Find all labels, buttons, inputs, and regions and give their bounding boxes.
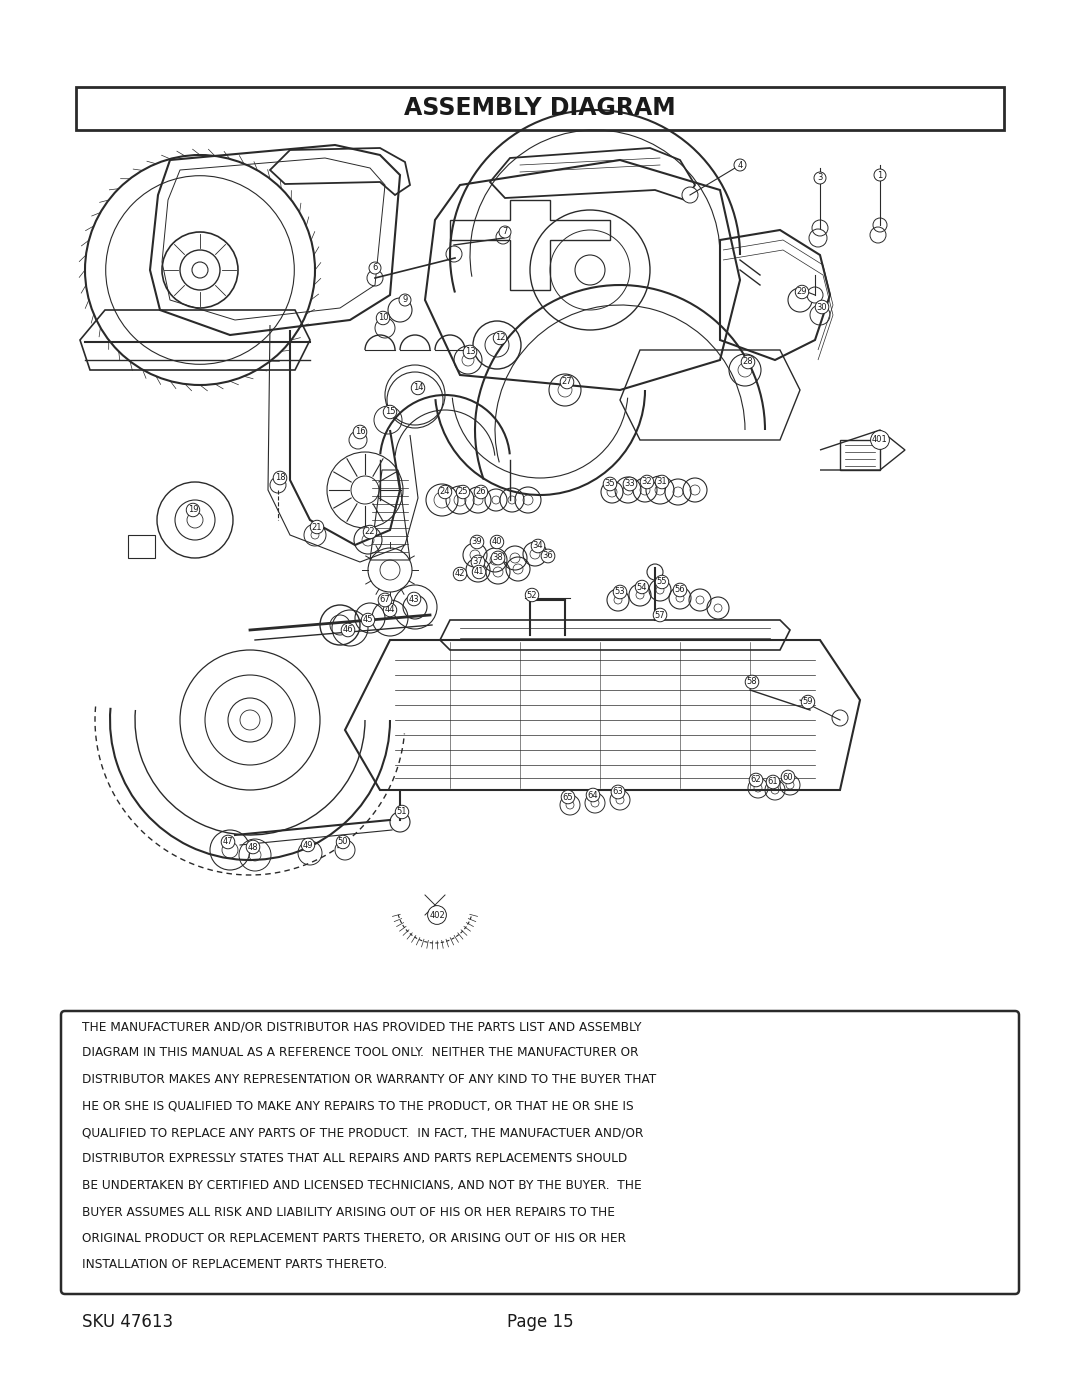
Text: 22: 22 <box>365 528 375 536</box>
Text: 64: 64 <box>588 791 598 799</box>
Text: 50: 50 <box>338 837 348 847</box>
Text: 62: 62 <box>751 775 761 785</box>
Text: BUYER ASSUMES ALL RISK AND LIABILITY ARISING OUT OF HIS OR HER REPAIRS TO THE: BUYER ASSUMES ALL RISK AND LIABILITY ARI… <box>82 1206 615 1218</box>
Circle shape <box>192 263 208 278</box>
Text: 33: 33 <box>624 479 635 489</box>
Text: 60: 60 <box>783 773 794 781</box>
Text: 1: 1 <box>877 170 882 179</box>
FancyBboxPatch shape <box>76 87 1004 130</box>
Text: 27: 27 <box>562 377 572 387</box>
Text: 45: 45 <box>363 616 374 624</box>
Text: 61: 61 <box>768 778 779 787</box>
Text: 10: 10 <box>378 313 388 323</box>
Text: 44: 44 <box>384 605 395 615</box>
Text: 54: 54 <box>637 583 647 591</box>
Text: 48: 48 <box>247 842 258 852</box>
Text: 36: 36 <box>542 552 553 560</box>
Text: 4: 4 <box>738 161 743 169</box>
FancyBboxPatch shape <box>60 1011 1020 1294</box>
Circle shape <box>349 432 367 448</box>
Circle shape <box>681 187 698 203</box>
Text: 57: 57 <box>654 610 665 619</box>
Text: 31: 31 <box>657 478 667 486</box>
Text: 15: 15 <box>384 408 395 416</box>
Text: 40: 40 <box>491 538 502 546</box>
Text: 47: 47 <box>222 837 233 847</box>
Text: 18: 18 <box>274 474 285 482</box>
Text: SKU 47613: SKU 47613 <box>82 1313 173 1331</box>
Text: 41: 41 <box>474 567 484 577</box>
Text: 35: 35 <box>605 479 616 489</box>
Text: 37: 37 <box>473 557 484 567</box>
Text: 28: 28 <box>743 358 754 366</box>
Text: 14: 14 <box>413 384 423 393</box>
Circle shape <box>812 219 828 236</box>
Text: 38: 38 <box>492 553 503 563</box>
Text: DISTRIBUTOR MAKES ANY REPRESENTATION OR WARRANTY OF ANY KIND TO THE BUYER THAT: DISTRIBUTOR MAKES ANY REPRESENTATION OR … <box>82 1073 657 1085</box>
Text: Page 15: Page 15 <box>507 1313 573 1331</box>
Text: 49: 49 <box>302 841 313 849</box>
Text: DIAGRAM IN THIS MANUAL AS A REFERENCE TOOL ONLY.  NEITHER THE MANUFACTURER OR: DIAGRAM IN THIS MANUAL AS A REFERENCE TO… <box>82 1046 638 1059</box>
Text: 58: 58 <box>746 678 757 686</box>
Text: 13: 13 <box>464 348 475 356</box>
Text: 39: 39 <box>472 538 483 546</box>
Text: 402: 402 <box>429 911 445 919</box>
Text: 26: 26 <box>475 488 486 496</box>
Text: 43: 43 <box>408 595 419 604</box>
Text: HE OR SHE IS QUALIFIED TO MAKE ANY REPAIRS TO THE PRODUCT, OR THAT HE OR SHE IS: HE OR SHE IS QUALIFIED TO MAKE ANY REPAI… <box>82 1099 634 1112</box>
Text: 21: 21 <box>312 522 322 531</box>
Text: 401: 401 <box>873 436 888 444</box>
Text: QUALIFIED TO REPLACE ANY PARTS OF THE PRODUCT.  IN FACT, THE MANUFACTUER AND/OR: QUALIFIED TO REPLACE ANY PARTS OF THE PR… <box>82 1126 644 1139</box>
Text: INSTALLATION OF REPLACEMENT PARTS THERETO.: INSTALLATION OF REPLACEMENT PARTS THERET… <box>82 1259 387 1271</box>
Text: THE MANUFACTURER AND/OR DISTRIBUTOR HAS PROVIDED THE PARTS LIST AND ASSEMBLY: THE MANUFACTURER AND/OR DISTRIBUTOR HAS … <box>82 1020 642 1032</box>
Text: ORIGINAL PRODUCT OR REPLACEMENT PARTS THERETO, OR ARISING OUT OF HIS OR HER: ORIGINAL PRODUCT OR REPLACEMENT PARTS TH… <box>82 1232 626 1245</box>
Text: 53: 53 <box>615 588 625 597</box>
Text: 7: 7 <box>502 228 508 236</box>
Text: 51: 51 <box>396 807 407 816</box>
Text: 55: 55 <box>657 577 667 587</box>
Text: BE UNDERTAKEN BY CERTIFIED AND LICENSED TECHNICIANS, AND NOT BY THE BUYER.  THE: BE UNDERTAKEN BY CERTIFIED AND LICENSED … <box>82 1179 642 1192</box>
Text: 6: 6 <box>373 264 378 272</box>
Text: 67: 67 <box>380 595 390 605</box>
Circle shape <box>873 218 887 232</box>
Circle shape <box>807 286 823 303</box>
Text: 56: 56 <box>675 585 686 595</box>
Text: 12: 12 <box>495 334 505 342</box>
Text: 42: 42 <box>455 570 465 578</box>
Text: 32: 32 <box>642 478 652 486</box>
Text: ASSEMBLY DIAGRAM: ASSEMBLY DIAGRAM <box>404 96 676 120</box>
Text: 59: 59 <box>802 697 813 707</box>
Text: 65: 65 <box>563 792 573 802</box>
Text: 52: 52 <box>527 591 537 599</box>
Text: 63: 63 <box>612 788 623 796</box>
Text: 29: 29 <box>797 288 807 296</box>
Text: 19: 19 <box>188 506 199 514</box>
Text: 16: 16 <box>354 427 365 436</box>
Text: 24: 24 <box>440 488 450 496</box>
Text: 9: 9 <box>403 296 407 305</box>
Text: 3: 3 <box>818 173 823 183</box>
Text: 46: 46 <box>342 626 353 634</box>
Text: 30: 30 <box>816 303 827 312</box>
Text: 25: 25 <box>458 488 469 496</box>
Text: 34: 34 <box>532 542 543 550</box>
Text: DISTRIBUTOR EXPRESSLY STATES THAT ALL REPAIRS AND PARTS REPLACEMENTS SHOULD: DISTRIBUTOR EXPRESSLY STATES THAT ALL RE… <box>82 1153 627 1165</box>
